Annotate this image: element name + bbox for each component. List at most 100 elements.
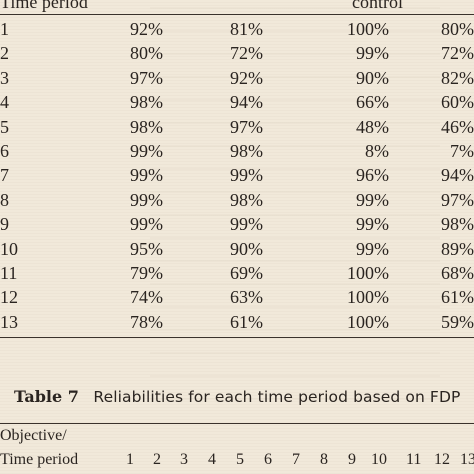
time-period-cell: 7 [0, 165, 9, 186]
reliability-cell: 61% [230, 311, 263, 332]
reliability-cell: 99% [130, 189, 163, 210]
caption-text: Reliabilities for each time period based… [93, 388, 461, 406]
next-table-header-row: Time period 1 2 3 4 5 6 7 8 9 10 11 12 13 [0, 449, 474, 471]
reliability-cell: 46% [441, 116, 474, 137]
reliability-cell: 92% [130, 19, 163, 39]
reliability-cell: 100% [347, 19, 389, 39]
reliability-cell: 90% [356, 67, 389, 88]
reliability-cell: 72% [441, 43, 474, 64]
reliability-cell: 99% [130, 214, 163, 235]
table-row: 2 80% 72% 99% 72% [0, 41, 474, 65]
show-through-texture [150, 0, 440, 400]
reliability-cell: 100% [347, 311, 389, 332]
reliability-cell: 82% [441, 67, 474, 88]
reliability-cell: 8% [365, 140, 389, 161]
reliability-cell: 92% [230, 67, 263, 88]
table-row: 7 99% 99% 96% 94% [0, 163, 474, 187]
table-row: 8 99% 98% 99% 97% [0, 188, 474, 212]
reliability-cell: 97% [230, 116, 263, 137]
reliability-cell: 94% [230, 92, 263, 113]
reliability-cell: 74% [130, 287, 163, 308]
reliability-cell: 94% [441, 165, 474, 186]
reliability-cell: 98% [441, 214, 474, 235]
reliability-cell: 99% [130, 140, 163, 161]
time-period-cell: 4 [0, 92, 9, 113]
table-bottom-rule [0, 337, 474, 338]
reliability-table: 1 92% 81% 100% 80% 2 80% 72% 99% 72% 3 97% 92% 90% 82%… [0, 17, 474, 334]
reliability-cell: 98% [230, 189, 263, 210]
reliability-cell: 97% [441, 189, 474, 210]
reliability-cell: 98% [130, 92, 163, 113]
reliability-cell: 95% [130, 238, 163, 259]
reliability-cell: 99% [230, 214, 263, 235]
reliability-cell: 100% [347, 287, 389, 308]
period-number: 13 [460, 451, 474, 468]
reliability-cell: 99% [130, 165, 163, 186]
reliability-cell: 61% [441, 287, 474, 308]
time-period-cell: 12 [0, 287, 18, 308]
next-table-header-line2: Time period [0, 451, 79, 468]
time-period-cell: 2 [0, 43, 9, 64]
reliability-cell: 66% [356, 92, 389, 113]
table-row: 13 78% 61% 100% 59% [0, 310, 474, 334]
reliability-cell: 80% [130, 43, 163, 64]
reliability-cell: 63% [230, 287, 263, 308]
period-number: 3 [180, 451, 188, 468]
reliability-cell: 72% [230, 43, 263, 64]
time-period-cell: 3 [0, 67, 9, 88]
next-table-top-rule [0, 423, 474, 424]
time-period-cell: 13 [0, 311, 18, 332]
period-number: 11 [406, 451, 422, 468]
reliability-cell: 96% [356, 165, 389, 186]
reliability-cell: 60% [441, 92, 474, 113]
reliability-cell: 78% [130, 311, 163, 332]
reliability-cell: 81% [230, 19, 263, 39]
reliability-cell: 69% [230, 262, 263, 283]
reliability-cell: 90% [230, 238, 263, 259]
reliability-cell: 99% [356, 214, 389, 235]
header-rule [0, 14, 474, 15]
table-row: 3 97% 92% 90% 82% [0, 66, 474, 90]
table-row: 9 99% 99% 99% 98% [0, 212, 474, 236]
reliability-cell: 68% [441, 262, 474, 283]
reliability-cell: 98% [130, 116, 163, 137]
period-number: 9 [348, 451, 356, 468]
period-number: 8 [320, 451, 328, 468]
period-number: 12 [434, 451, 450, 468]
table-row: 12 74% 63% 100% 61% [0, 285, 474, 309]
table-row: 4 98% 94% 66% 60% [0, 90, 474, 114]
time-period-cell: 6 [0, 140, 9, 161]
next-table-header-line1: Objective/ [0, 427, 67, 444]
table-caption: Table 7 Reliabilities for each time peri… [14, 385, 460, 408]
period-number: 5 [236, 451, 244, 468]
reliability-cell: 59% [441, 311, 474, 332]
table-row: 10 95% 90% 99% 89% [0, 237, 474, 261]
reliability-cell: 99% [356, 189, 389, 210]
reliability-cell: 7% [450, 140, 474, 161]
reliability-cell: 99% [356, 238, 389, 259]
reliability-cell: 79% [130, 262, 163, 283]
time-period-cell: 11 [0, 262, 18, 283]
caption-label: Table 7 [14, 387, 79, 406]
reliability-cell: 80% [441, 19, 474, 39]
table-header-row: Time period control [0, 0, 474, 13]
reliability-cell: 99% [356, 43, 389, 64]
header-control: control [352, 0, 403, 12]
time-period-cell: 10 [0, 238, 18, 259]
table-row: 6 99% 98% 8% 7% [0, 139, 474, 163]
table-row: 5 98% 97% 48% 46% [0, 115, 474, 139]
table-row: 1 92% 81% 100% 80% [0, 17, 474, 41]
header-time-period: Time period [0, 0, 88, 12]
reliability-cell: 89% [441, 238, 474, 259]
period-number: 10 [371, 451, 387, 468]
time-period-cell: 9 [0, 214, 9, 235]
period-number: 4 [208, 451, 216, 468]
period-number: 1 [126, 451, 134, 468]
reliability-cell: 99% [230, 165, 263, 186]
time-period-cell: 5 [0, 116, 9, 137]
reliability-cell: 100% [347, 262, 389, 283]
reliability-cell: 97% [130, 67, 163, 88]
period-number: 6 [264, 451, 272, 468]
time-period-cell: 1 [0, 19, 9, 39]
